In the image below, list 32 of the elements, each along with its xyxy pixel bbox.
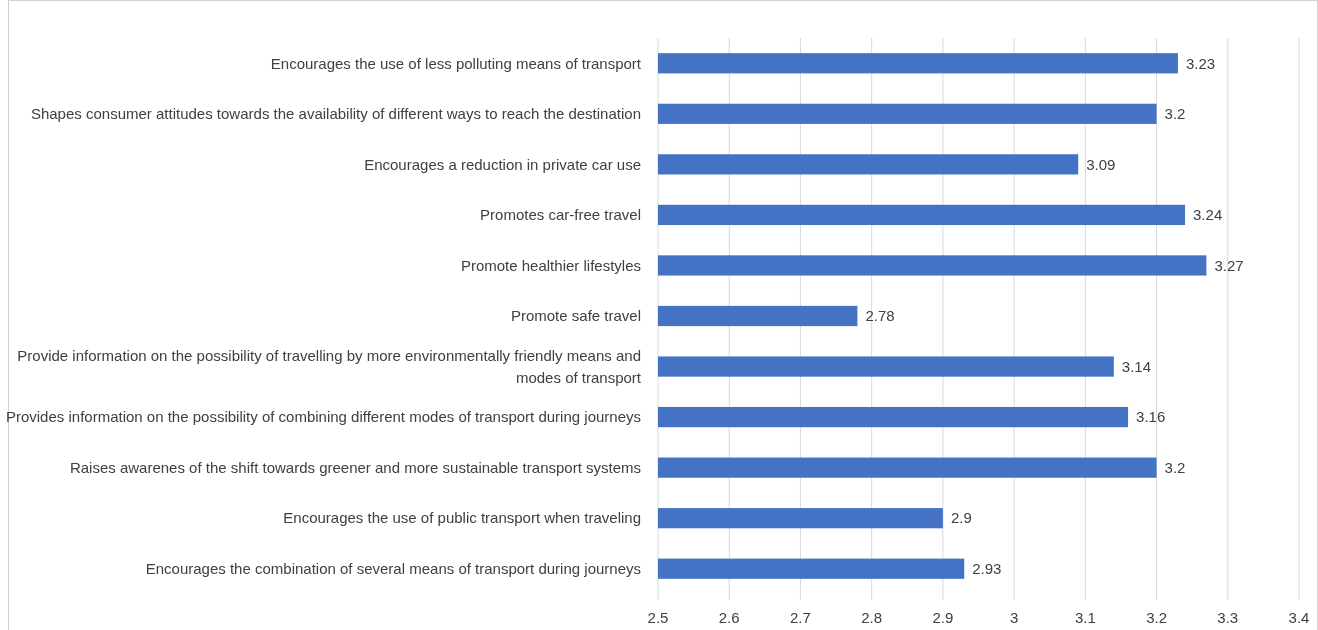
y-tick-label: Promote safe travel bbox=[510, 307, 641, 325]
y-tick-label: Encourages the combination of several means of transport during journeys bbox=[145, 559, 641, 577]
data-label: 3.2 bbox=[1164, 105, 1186, 123]
y-tick-label: Raises awarenes of the shift towards greener and more sustainable transport systems bbox=[69, 458, 641, 476]
data-label: 3.23 bbox=[1185, 54, 1216, 72]
data-label: 3.2 bbox=[1164, 458, 1186, 476]
y-tick-label: Encourages a reduction in private car use bbox=[364, 155, 641, 173]
y-tick-label: Encourages the use of public transport when traveling bbox=[283, 509, 641, 527]
y-tick-label: Encourages the use of less polluting means of transport bbox=[270, 54, 642, 72]
x-tick-label: 3.3 bbox=[1217, 609, 1239, 627]
x-tick-label: 3.4 bbox=[1288, 609, 1310, 627]
y-tick-label: Provides information on the possibility of combining different modes of transport during journeys bbox=[5, 408, 641, 426]
x-tick-label: 2.6 bbox=[718, 609, 740, 627]
y-tick-label: Promote healthier lifestyles bbox=[460, 256, 641, 274]
x-tick-label: 3.2 bbox=[1146, 609, 1167, 627]
x-tick-label: 2.9 bbox=[932, 609, 954, 627]
x-tick-label: 2.8 bbox=[861, 609, 883, 627]
data-label: 3.27 bbox=[1214, 256, 1244, 274]
data-label: 3.09 bbox=[1086, 155, 1116, 173]
x-tick-label: 3.1 bbox=[1074, 609, 1096, 627]
x-tick-label: 2.5 bbox=[647, 609, 669, 627]
data-label: 2.9 bbox=[950, 509, 972, 527]
x-tick-label: 2.7 bbox=[790, 609, 811, 627]
x-tick-label: 3 bbox=[1009, 609, 1019, 627]
y-tick-label: Shapes consumer attitudes towards the availability of different ways to reach the destination bbox=[30, 105, 641, 123]
y-tick-label: Provide information on the possibility of travelling by more environmentally friendly means and modes of transport bbox=[17, 346, 642, 386]
y-tick-label: Promotes car-free travel bbox=[480, 206, 641, 224]
data-label: 3.14 bbox=[1121, 357, 1152, 375]
data-label: 2.78 bbox=[865, 307, 895, 325]
data-label: 3.24 bbox=[1193, 206, 1223, 224]
data-label: 3.16 bbox=[1136, 408, 1166, 426]
data-label: 2.93 bbox=[972, 559, 1002, 577]
